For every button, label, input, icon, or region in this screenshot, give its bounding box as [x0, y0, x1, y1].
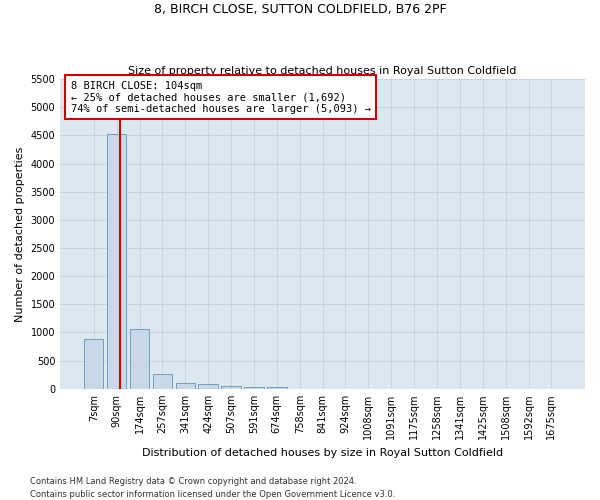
- Bar: [84, 339, 103, 389]
- Text: 8, BIRCH CLOSE, SUTTON COLDFIELD, B76 2PF: 8, BIRCH CLOSE, SUTTON COLDFIELD, B76 2P…: [154, 2, 446, 16]
- Title: Size of property relative to detached houses in Royal Sutton Coldfield: Size of property relative to detached ho…: [128, 66, 517, 76]
- Bar: [244, 386, 263, 389]
- Text: Contains HM Land Registry data © Crown copyright and database right 2024.
Contai: Contains HM Land Registry data © Crown c…: [30, 478, 395, 499]
- X-axis label: Distribution of detached houses by size in Royal Sutton Coldfield: Distribution of detached houses by size …: [142, 448, 503, 458]
- Bar: [152, 374, 172, 389]
- Bar: [199, 384, 218, 389]
- Bar: [107, 134, 127, 389]
- Text: 8 BIRCH CLOSE: 104sqm
← 25% of detached houses are smaller (1,692)
74% of semi-d: 8 BIRCH CLOSE: 104sqm ← 25% of detached …: [71, 80, 371, 114]
- Bar: [267, 386, 287, 389]
- Bar: [221, 386, 241, 389]
- Y-axis label: Number of detached properties: Number of detached properties: [15, 146, 25, 322]
- Bar: [130, 329, 149, 389]
- Bar: [176, 383, 195, 389]
